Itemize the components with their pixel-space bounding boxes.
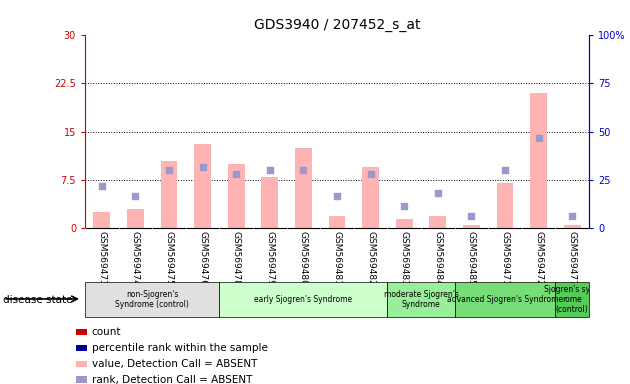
Text: disease state: disease state	[3, 295, 72, 305]
Bar	[564, 225, 581, 228]
Bar	[194, 144, 211, 228]
Bar	[85, 282, 219, 317]
Text: GSM569484: GSM569484	[433, 231, 442, 286]
Point	[332, 193, 342, 199]
Bar	[261, 177, 278, 228]
Bar	[76, 361, 87, 367]
Text: GSM569475: GSM569475	[164, 231, 173, 286]
Text: GSM569471: GSM569471	[501, 231, 510, 286]
Text: GSM569474: GSM569474	[131, 231, 140, 286]
Bar	[228, 164, 244, 228]
Bar	[76, 376, 87, 383]
Text: GSM569479: GSM569479	[265, 231, 274, 286]
Point	[365, 170, 375, 177]
Point	[299, 167, 309, 174]
Bar	[329, 215, 345, 228]
Bar	[455, 282, 556, 317]
Point	[231, 170, 241, 177]
Bar	[76, 345, 87, 351]
Bar	[295, 148, 312, 228]
Text: GSM569480: GSM569480	[299, 231, 308, 286]
Text: GSM569482: GSM569482	[366, 231, 375, 286]
Text: GSM569473: GSM569473	[98, 231, 106, 286]
Bar	[463, 225, 480, 228]
Bar	[219, 282, 387, 317]
Point	[567, 212, 577, 218]
Point	[198, 164, 208, 170]
Point	[433, 190, 443, 196]
Text: moderate Sjogren's
Syndrome: moderate Sjogren's Syndrome	[384, 290, 459, 309]
Bar	[362, 167, 379, 228]
Point	[97, 184, 107, 190]
Bar	[396, 219, 413, 228]
Bar	[93, 212, 110, 228]
Title: GDS3940 / 207452_s_at: GDS3940 / 207452_s_at	[254, 18, 420, 32]
Point	[130, 193, 140, 199]
Text: GSM569483: GSM569483	[400, 231, 409, 286]
Text: value, Detection Call = ABSENT: value, Detection Call = ABSENT	[92, 359, 257, 369]
Text: early Sjogren's Syndrome: early Sjogren's Syndrome	[255, 295, 353, 304]
Text: GSM569476: GSM569476	[198, 231, 207, 286]
Bar	[530, 93, 547, 228]
Bar	[430, 215, 446, 228]
Text: GSM569485: GSM569485	[467, 231, 476, 286]
Text: GSM569478: GSM569478	[232, 231, 241, 286]
Bar	[127, 209, 144, 228]
Point	[265, 167, 275, 174]
Bar	[387, 282, 455, 317]
Text: Sjogren's synd
rome
(control): Sjogren's synd rome (control)	[544, 285, 600, 314]
Bar	[556, 282, 589, 317]
Text: percentile rank within the sample: percentile rank within the sample	[92, 343, 268, 353]
Point	[164, 167, 174, 174]
Point	[399, 203, 410, 209]
Bar	[496, 183, 513, 228]
Text: rank, Detection Call = ABSENT: rank, Detection Call = ABSENT	[92, 374, 252, 384]
Text: GSM569481: GSM569481	[333, 231, 341, 286]
Text: advanced Sjogren's Syndrome: advanced Sjogren's Syndrome	[447, 295, 563, 304]
Point	[466, 212, 476, 218]
Point	[500, 167, 510, 174]
Text: GSM569472: GSM569472	[534, 231, 543, 286]
Point	[534, 135, 544, 141]
Text: non-Sjogren's
Syndrome (control): non-Sjogren's Syndrome (control)	[115, 290, 189, 309]
Text: count: count	[92, 327, 121, 337]
Bar	[161, 161, 178, 228]
Text: GSM569477: GSM569477	[568, 231, 576, 286]
Bar	[76, 329, 87, 335]
